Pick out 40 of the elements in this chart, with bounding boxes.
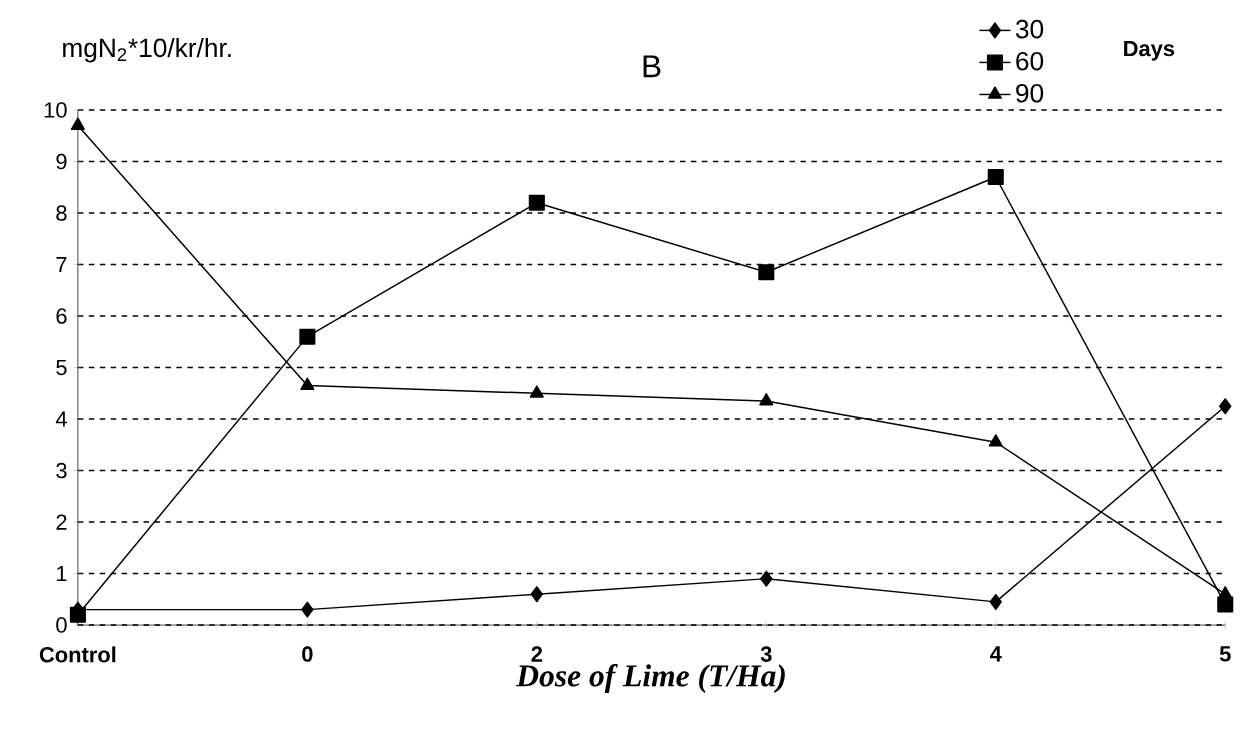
point	[1219, 398, 1232, 415]
point	[987, 169, 1004, 186]
x-tick-label: 0	[302, 646, 313, 662]
point	[69, 606, 86, 623]
x-tick-label: 4	[990, 646, 1002, 662]
y-tick-label: 9	[56, 153, 67, 170]
x-tick-label: Control	[39, 646, 116, 663]
legend-label: 90	[1016, 83, 1044, 103]
chart-title: B	[643, 55, 661, 78]
x-axis-title: Dose of Lime (T/Ha)	[516, 664, 785, 693]
y-tick-label: 5	[56, 359, 67, 376]
point	[1218, 586, 1233, 599]
y-tick-label: 6	[56, 308, 67, 324]
y-tick-label: 3	[56, 462, 67, 479]
y-tick-label: 4	[55, 411, 67, 427]
point	[301, 601, 314, 618]
point	[70, 117, 85, 130]
point	[988, 434, 1003, 447]
point	[529, 385, 544, 398]
y-tick-label: 1	[57, 566, 67, 582]
legend-label: 60	[1016, 51, 1044, 71]
legend-title: Days	[1124, 41, 1175, 61]
point	[299, 328, 316, 345]
point	[300, 377, 315, 390]
y-tick-label: 7	[56, 257, 67, 273]
y-tick-label: 10	[44, 102, 67, 118]
point	[530, 586, 544, 603]
point	[759, 393, 774, 406]
y-tick-label: 2	[56, 514, 67, 530]
y-tick-label: 0	[56, 617, 67, 633]
y-tick-label: 8	[56, 205, 67, 221]
legend-label: 30	[1015, 19, 1044, 39]
y-axis-title: mgN$_{2}$*10/kr/hr.	[63, 37, 231, 63]
x-tick-label: 3	[760, 646, 772, 662]
x-tick-label: 2	[531, 646, 543, 662]
point	[758, 264, 775, 281]
point	[989, 593, 1002, 610]
point	[760, 570, 773, 587]
x-tick-label: 5	[1219, 646, 1231, 662]
point	[528, 194, 545, 211]
